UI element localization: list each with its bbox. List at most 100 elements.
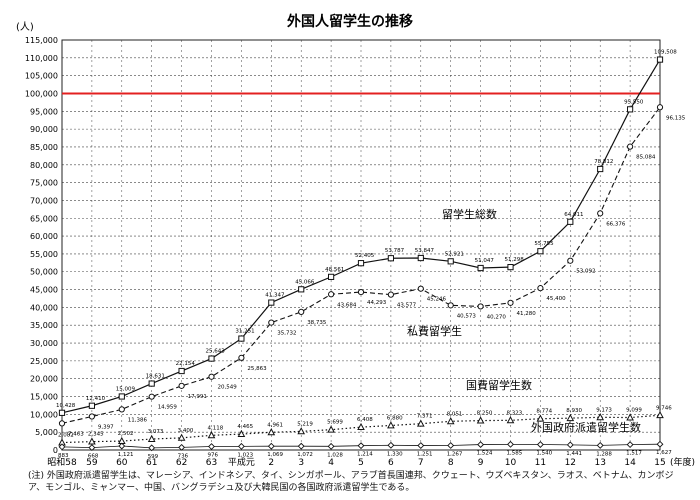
data-label: 976 (208, 453, 219, 459)
y-tick-label: 25,000 (30, 357, 58, 366)
data-label: 53,092 (576, 269, 595, 275)
x-tick-label: 15 (654, 458, 665, 468)
data-point (268, 319, 275, 326)
data-label: 25,863 (247, 366, 267, 372)
data-point (357, 260, 365, 267)
data-point (88, 413, 96, 420)
data-point (387, 421, 395, 429)
data-label: 3,400 (178, 428, 194, 434)
data-label: 6,408 (357, 417, 373, 423)
y-tick-label: 80,000 (30, 161, 58, 170)
data-point (357, 422, 365, 431)
data-point (327, 425, 335, 433)
data-label: 85,084 (636, 155, 656, 161)
y-tick-label: 95,000 (30, 107, 58, 116)
data-label: 45,066 (295, 279, 315, 285)
data-label: 8,323 (507, 410, 523, 416)
data-label: 40,573 (457, 313, 477, 319)
x-tick-label: 14 (624, 458, 636, 468)
data-point (238, 354, 245, 361)
x-axis-ticks: 昭和58 59 60 61 62 63 平成元 2 3 4 5 6 7 8 9 10 11 12 13 14 15 (47, 456, 665, 468)
data-label: 1,524 (477, 451, 493, 457)
data-label: 668 (88, 454, 99, 460)
data-point (507, 264, 514, 271)
data-label: 14,959 (158, 405, 178, 411)
data-point (267, 442, 275, 450)
data-point (178, 382, 185, 389)
data-label: 45,246 (427, 297, 447, 303)
data-point (58, 409, 66, 416)
x-tick-label: 13 (594, 458, 605, 468)
annotation-government: 国費留学生数 (466, 378, 532, 392)
data-point (537, 248, 544, 255)
data-label: 9,746 (656, 405, 672, 411)
y-tick-label: 90,000 (30, 125, 58, 134)
data-label: 5,219 (297, 421, 313, 427)
data-label: 1,072 (297, 452, 313, 458)
data-point (567, 257, 574, 264)
data-point (207, 431, 216, 439)
data-label: 38,735 (307, 320, 327, 326)
data-label: 53,787 (385, 248, 405, 254)
annotation-total: 留学生総数 (442, 207, 497, 221)
series-4 (58, 440, 664, 452)
data-label: 8,250 (477, 411, 493, 417)
x-tick-label: 2 (268, 458, 274, 468)
data-label: 1,585 (507, 450, 523, 456)
data-point (476, 416, 485, 424)
data-point (88, 437, 96, 445)
y-tick-label: 50,000 (30, 268, 58, 277)
data-point (656, 104, 664, 111)
y-axis-ticks: 0 5,000 10,000 15,000 20,000 25,000 30,000 35,0… (25, 36, 58, 455)
data-label: 9,173 (596, 407, 612, 413)
data-point (238, 335, 245, 342)
data-point (626, 413, 634, 421)
data-label: 5,699 (327, 420, 343, 426)
data-label: 44,293 (367, 300, 387, 306)
data-label: 55,755 (534, 241, 554, 247)
data-point (148, 444, 156, 452)
x-tick-label: 61 (146, 458, 157, 468)
data-label: 17,991 (188, 394, 207, 400)
y-unit-label: (人) (16, 21, 34, 33)
data-point (656, 56, 664, 63)
data-label: 109,508 (654, 50, 677, 56)
series-1 (58, 56, 664, 416)
plot-frame (61, 39, 661, 451)
data-label: 8,051 (447, 411, 463, 417)
data-point (656, 440, 664, 448)
data-point (537, 285, 544, 292)
x-tick-label: 5 (358, 458, 364, 468)
annotation-private: 私費留学生 (407, 324, 462, 338)
data-point (447, 442, 455, 449)
data-point (118, 406, 125, 413)
data-label: 48,561 (325, 267, 344, 273)
x-unit-label: (年度) (670, 456, 695, 468)
data-label: 1,517 (626, 451, 642, 457)
x-tick-label: 昭和58 (47, 457, 77, 468)
y-tick-label: 85,000 (30, 143, 58, 152)
data-point (566, 413, 575, 422)
data-label: 883 (58, 453, 69, 459)
data-label: 51,047 (475, 258, 495, 264)
data-point (118, 393, 125, 400)
data-point (267, 428, 276, 436)
data-point (88, 402, 96, 409)
data-label: 599 (148, 454, 159, 460)
annotation-foreign-gov: 外国政府派遣留学生数 (531, 420, 641, 434)
data-point (58, 420, 66, 427)
data-label: 51,298 (505, 257, 525, 263)
y-tick-label: 75,000 (30, 179, 58, 188)
data-label: 8,774 (536, 409, 552, 415)
data-point (597, 165, 604, 173)
y-tick-label: 30,000 (30, 339, 58, 348)
data-label: 53,847 (415, 248, 435, 254)
data-point (148, 380, 155, 387)
data-label: 35,732 (277, 331, 296, 337)
data-point (237, 429, 246, 437)
y-tick-label: 15,000 (30, 393, 58, 402)
x-tick-label: 11 (535, 458, 546, 468)
data-point (566, 441, 574, 449)
data-label: 45,400 (546, 296, 566, 302)
data-point (536, 414, 545, 422)
